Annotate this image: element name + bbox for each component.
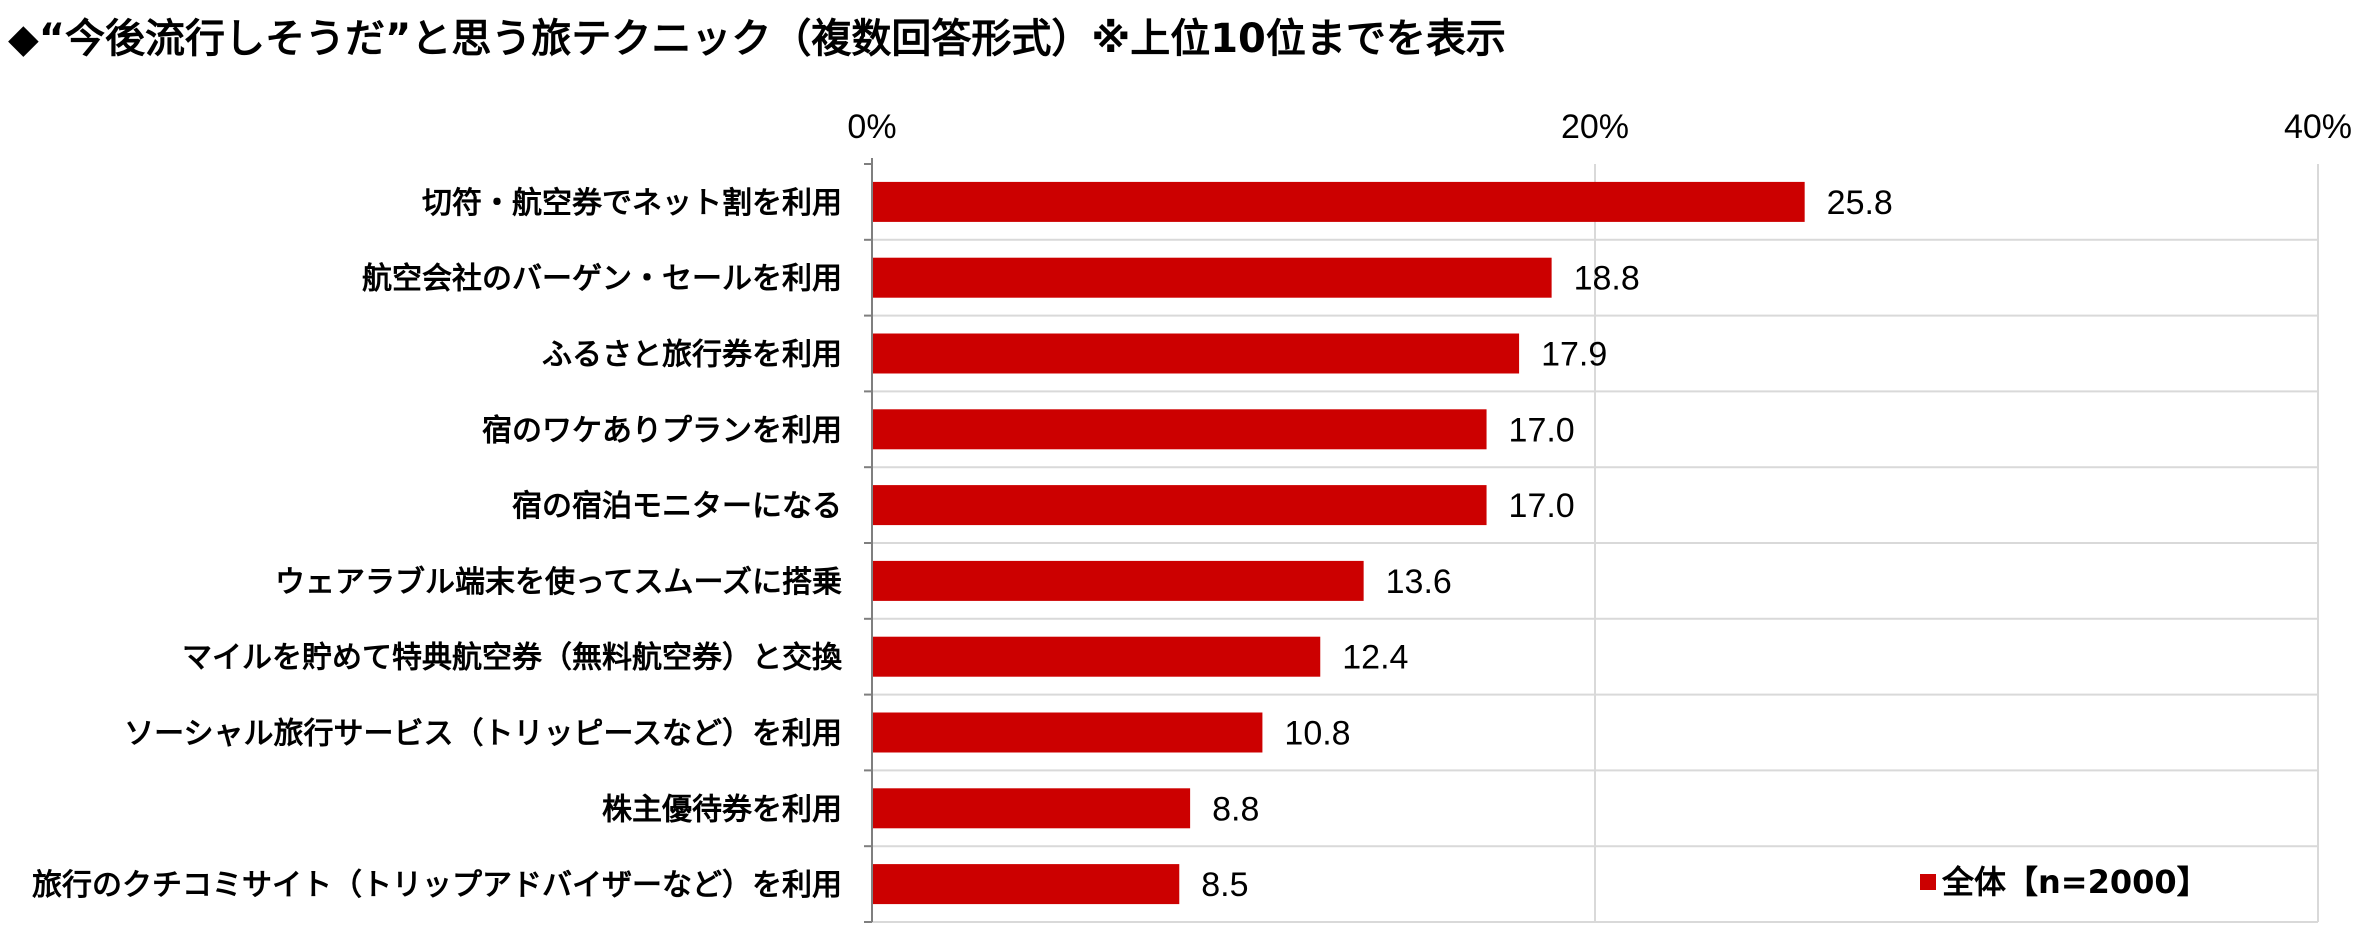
bar bbox=[872, 257, 1552, 298]
legend-label: 全体【n=2000】 bbox=[1941, 863, 2209, 901]
data-label: 8.8 bbox=[1212, 790, 1259, 828]
data-label: 8.5 bbox=[1201, 866, 1248, 904]
chart-title: ◆“今後流行しそうだ”と思う旅テクニック（複数回答形式）※上位10位までを表示 bbox=[8, 16, 1506, 62]
x-tick-label: 40% bbox=[2284, 108, 2352, 146]
data-label: 10.8 bbox=[1284, 715, 1350, 753]
category-label: マイルを貯めて特典航空券（無料航空券）と交換 bbox=[182, 641, 843, 676]
data-label: 13.6 bbox=[1386, 563, 1452, 601]
x-tick-label: 0% bbox=[847, 108, 896, 146]
data-label: 25.8 bbox=[1827, 184, 1893, 222]
category-label: 航空会社のバーゲン・セールを利用 bbox=[362, 262, 842, 297]
bar bbox=[872, 485, 1487, 526]
bar bbox=[872, 409, 1487, 450]
category-label: 宿の宿泊モニターになる bbox=[512, 489, 842, 524]
bar bbox=[872, 560, 1364, 601]
x-tick-label: 20% bbox=[1561, 108, 1629, 146]
data-label: 17.0 bbox=[1509, 411, 1575, 449]
category-label: ふるさと旅行券を利用 bbox=[542, 338, 842, 373]
category-label: 株主優待券を利用 bbox=[602, 792, 842, 827]
data-label: 18.8 bbox=[1574, 260, 1640, 298]
category-label: 宿のワケありプランを利用 bbox=[482, 413, 842, 448]
bar bbox=[872, 712, 1263, 753]
bar bbox=[872, 788, 1191, 829]
data-label: 17.0 bbox=[1509, 487, 1575, 525]
bar bbox=[872, 333, 1520, 374]
category-label: 旅行のクチコミサイト（トリップアドバイザーなど）を利用 bbox=[32, 868, 842, 903]
data-label: 17.9 bbox=[1541, 336, 1607, 374]
bar bbox=[872, 636, 1321, 677]
category-label: ソーシャル旅行サービス（トリッピースなど）を利用 bbox=[124, 717, 842, 752]
category-label: ウェアラブル端末を使ってスムーズに搭乗 bbox=[275, 565, 842, 600]
data-label: 12.4 bbox=[1342, 639, 1408, 677]
bar bbox=[872, 864, 1180, 905]
bar bbox=[872, 181, 1805, 222]
category-label: 切符・航空券でネット割を利用 bbox=[422, 186, 842, 221]
legend-swatch bbox=[1920, 874, 1936, 890]
